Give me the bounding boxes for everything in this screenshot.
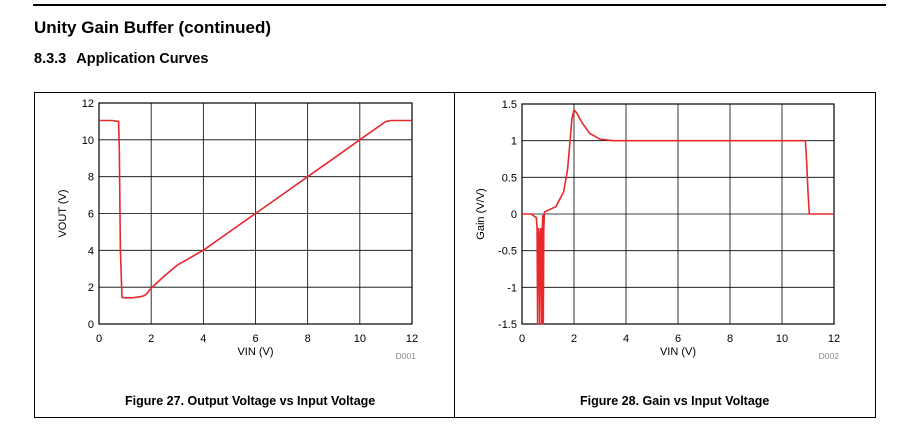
chart1-y-tick-label: 4: [88, 245, 94, 257]
figure-divider: [454, 92, 455, 418]
chart1-series-line: [99, 119, 412, 299]
chart2-x-tick-label: 4: [623, 333, 629, 345]
chart1-y-tick-label: 2: [88, 282, 94, 294]
chart1-plot-border: [98, 102, 413, 325]
figure-28-caption: Figure 28. Gain vs Input Voltage: [580, 394, 770, 408]
chart1-x-tick-label: 2: [148, 333, 154, 345]
page-title: Unity Gain Buffer (continued): [34, 18, 272, 37]
figure-frame: [34, 92, 876, 418]
chart2-x-axis-label: VIN (V): [660, 346, 696, 358]
chart1-y-tick-label: 8: [88, 172, 94, 184]
chart1-x-tick-label: 0: [96, 333, 102, 345]
chart1-y-tick-label: 0: [88, 319, 94, 331]
chart2-y-tick-label: 1.5: [502, 99, 517, 111]
chart2-y-tick-label: -0.5: [498, 246, 517, 258]
chart1-y-axis-label: VOUT (V): [57, 189, 69, 237]
chart2-y-axis-label: Gain (V/V): [475, 188, 487, 239]
chart2-x-tick-label: 2: [571, 333, 577, 345]
section-number: 8.3.3: [34, 51, 67, 67]
chart2-x-tick-label: 10: [776, 333, 788, 345]
chart1-y-tick-label: 6: [88, 209, 94, 221]
chart2-y-tick-label: -1.5: [498, 319, 517, 331]
chart1-x-axis-label: VIN (V): [237, 346, 273, 358]
chart1-x-tick-label: 12: [406, 333, 418, 345]
chart2-x-tick-label: 6: [675, 333, 681, 345]
chart1-x-tick-label: 4: [200, 333, 206, 345]
section-title: Application Curves: [76, 51, 209, 67]
chart1-y-tick-label: 12: [82, 98, 94, 110]
chart1-figure-code: D001: [396, 351, 417, 361]
chart2-y-tick-label: 1: [511, 136, 517, 148]
chart1-x-tick-label: 6: [252, 333, 258, 345]
chart1-x-tick-label: 10: [354, 333, 366, 345]
chart2-y-tick-label: 0: [511, 209, 517, 221]
chart2-x-tick-label: 0: [519, 333, 525, 345]
chart2-series-line: [522, 109, 834, 325]
chart2-figure-code: D002: [819, 351, 840, 361]
chart2-y-tick-label: -1: [507, 282, 517, 294]
chart1-y-tick-label: 10: [82, 135, 94, 147]
chart2-y-tick-label: 0.5: [502, 172, 517, 184]
chart2-x-tick-label: 12: [828, 333, 840, 345]
header-rule: [33, 4, 886, 6]
figure-27-caption: Figure 27. Output Voltage vs Input Volta…: [125, 394, 376, 408]
chart1-x-tick-label: 8: [305, 333, 311, 345]
chart2-x-tick-label: 8: [727, 333, 733, 345]
section-heading: 8.3.3 Application Curves: [34, 51, 208, 67]
